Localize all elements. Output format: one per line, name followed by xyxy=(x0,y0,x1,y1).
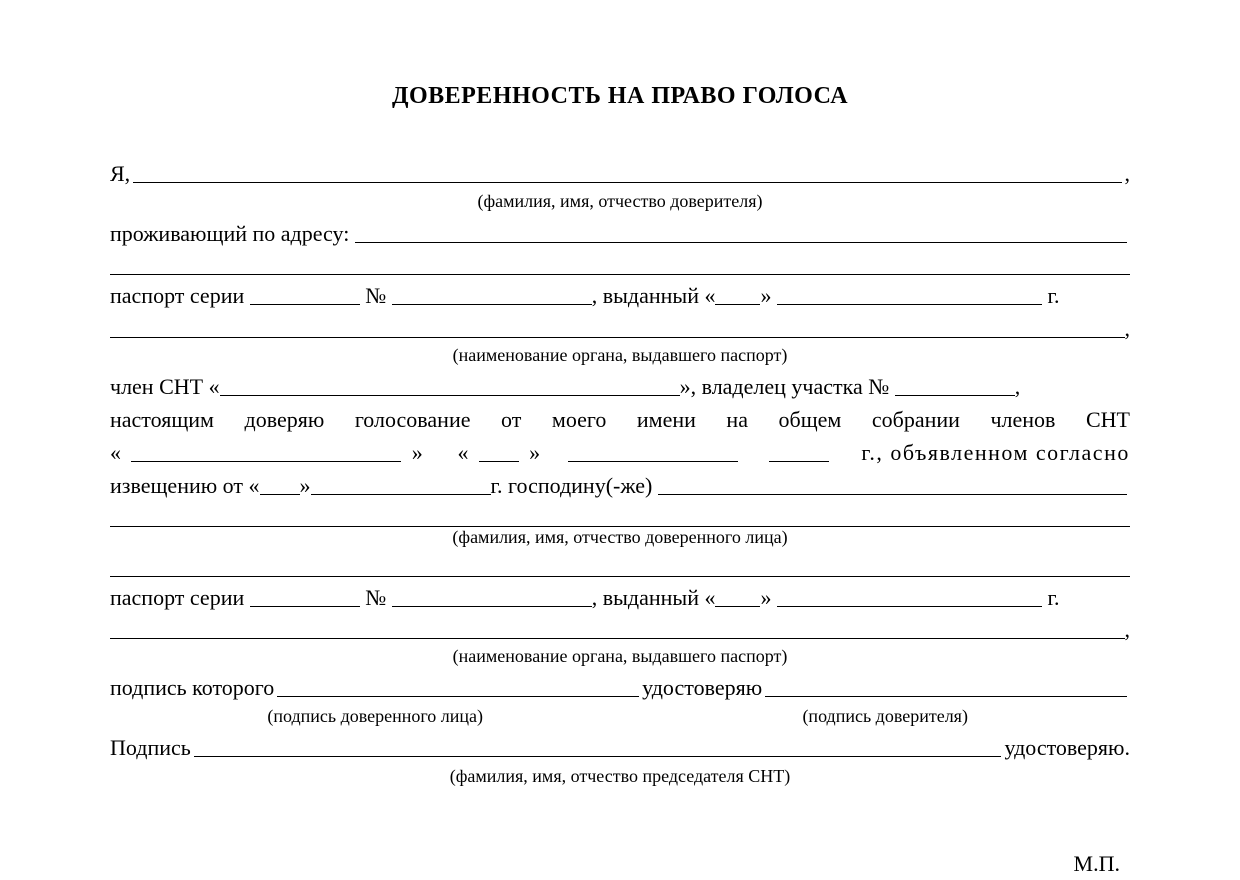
hint-proxy-fio: (фамилия, имя, отчество доверенного лица… xyxy=(110,525,1130,550)
label-whose-signature: подпись которого xyxy=(110,673,274,704)
principal-issuer-line: , xyxy=(110,314,1130,345)
notice-line: извещению от « » г. господину(-же) xyxy=(110,471,1130,502)
blank-principal-number[interactable] xyxy=(392,304,592,305)
blank-plot-number[interactable] xyxy=(895,395,1015,396)
label-owner-plot: », владелец участка № xyxy=(680,374,890,399)
label-number-sign: № xyxy=(365,283,386,308)
label-number-sign-2: № xyxy=(365,585,386,610)
proxy-passport-line: паспорт серии № , выданный « » г. xyxy=(110,583,1130,614)
trailing-comma-proxy-issuer: , xyxy=(1125,615,1131,646)
label-notice-mid: » xyxy=(300,471,311,502)
blank-notice-day[interactable] xyxy=(260,494,300,495)
blank-principal-series[interactable] xyxy=(250,304,360,305)
q-close-2: » xyxy=(529,438,540,469)
hint-chairman: (фамилия, имя, отчество председателя СНТ… xyxy=(110,764,1130,789)
label-issued-mid-2: » xyxy=(760,585,771,610)
label-signature: Подпись xyxy=(110,733,191,764)
blank-proxy-name[interactable] xyxy=(658,494,1127,495)
label-issued-2: , выданный « xyxy=(592,585,716,610)
blank-meeting-day[interactable] xyxy=(479,461,519,462)
label-passport-series-2: паспорт серии xyxy=(110,585,244,610)
blank-snt-name-2[interactable] xyxy=(131,461,401,462)
blank-principal-issue-month[interactable] xyxy=(777,304,1042,305)
snt-member-line: член СНТ « », владелец участка № , xyxy=(110,372,1130,403)
blank-proxy-number[interactable] xyxy=(392,606,592,607)
blank-proxy-extra[interactable] xyxy=(110,555,1130,577)
blank-principal-issuer[interactable] xyxy=(110,337,1125,338)
hint-proxy-sig: (подпись доверенного лица) xyxy=(110,704,640,729)
stamp-placeholder: М.П. xyxy=(110,849,1130,880)
blank-principal-name[interactable] xyxy=(133,182,1121,183)
hint-passport-issuer-1: (наименование органа, выдавшего паспорт) xyxy=(110,343,1130,368)
hint-passport-issuer-2: (наименование органа, выдавшего паспорт) xyxy=(110,644,1130,669)
label-member-snt: член СНТ « xyxy=(110,374,220,399)
label-issued-mid: » xyxy=(760,283,771,308)
chairman-signature-line: Подпись удостоверяю. xyxy=(110,733,1130,764)
trailing-comma-plot: , xyxy=(1015,374,1021,399)
blank-proxy-name-2[interactable] xyxy=(110,505,1130,527)
hint-signatures: (подпись доверенного лица) (подпись дове… xyxy=(110,704,1130,729)
document-title: ДОВЕРЕННОСТЬ НА ПРАВО ГОЛОСА xyxy=(110,80,1130,114)
label-certify-period: удостоверяю. xyxy=(1004,733,1130,764)
blank-meeting-month[interactable] xyxy=(568,461,738,462)
q-open-2: « xyxy=(457,438,468,469)
meeting-date-line: « » « » г., объявленном согласно xyxy=(110,438,1130,469)
q-close-1: » xyxy=(412,438,423,469)
blank-notice-month[interactable] xyxy=(311,494,491,495)
label-passport-series: паспорт серии xyxy=(110,283,244,308)
label-address: проживающий по адресу: xyxy=(110,219,349,250)
blank-proxy-signature[interactable] xyxy=(277,696,639,697)
blank-proxy-issue-month[interactable] xyxy=(777,606,1042,607)
trailing-comma: , xyxy=(1125,159,1131,190)
label-announced: г., объявленном согласно xyxy=(861,438,1130,469)
blank-proxy-series[interactable] xyxy=(250,606,360,607)
label-ya: Я, xyxy=(110,159,130,190)
proxy-issuer-line: , xyxy=(110,615,1130,646)
signature-certify-line: подпись которого удостоверяю xyxy=(110,673,1130,704)
hint-principal-sig: (подпись доверителя) xyxy=(640,704,1130,729)
label-issued: , выданный « xyxy=(592,283,716,308)
blank-address-2[interactable] xyxy=(110,253,1130,275)
label-year-2: г. xyxy=(1047,585,1059,610)
entrust-line: настоящим доверяю голосование от моего и… xyxy=(110,405,1130,436)
blank-proxy-issuer[interactable] xyxy=(110,638,1125,639)
trailing-comma-issuer: , xyxy=(1125,314,1131,345)
blank-address[interactable] xyxy=(355,242,1127,243)
label-year: г. xyxy=(1047,283,1059,308)
principal-name-line: Я, , xyxy=(110,159,1130,190)
blank-snt-name[interactable] xyxy=(220,395,680,396)
blank-meeting-year[interactable] xyxy=(769,461,829,462)
principal-passport-line: паспорт серии № , выданный « » г. xyxy=(110,281,1130,312)
hint-principal-fio: (фамилия, имя, отчество доверителя) xyxy=(110,189,1130,214)
address-line: проживающий по адресу: xyxy=(110,219,1130,250)
blank-principal-issue-day[interactable] xyxy=(715,304,760,305)
blank-proxy-issue-day[interactable] xyxy=(715,606,760,607)
label-certify: удостоверяю xyxy=(642,673,762,704)
document-body: Я, , (фамилия, имя, отчество доверителя)… xyxy=(110,159,1130,880)
blank-principal-signature[interactable] xyxy=(765,696,1127,697)
label-mister: г. господину(-же) xyxy=(491,471,653,502)
q-open-1: « xyxy=(110,438,121,469)
label-notice-from: извещению от « xyxy=(110,471,260,502)
blank-chairman-name[interactable] xyxy=(194,756,1002,757)
